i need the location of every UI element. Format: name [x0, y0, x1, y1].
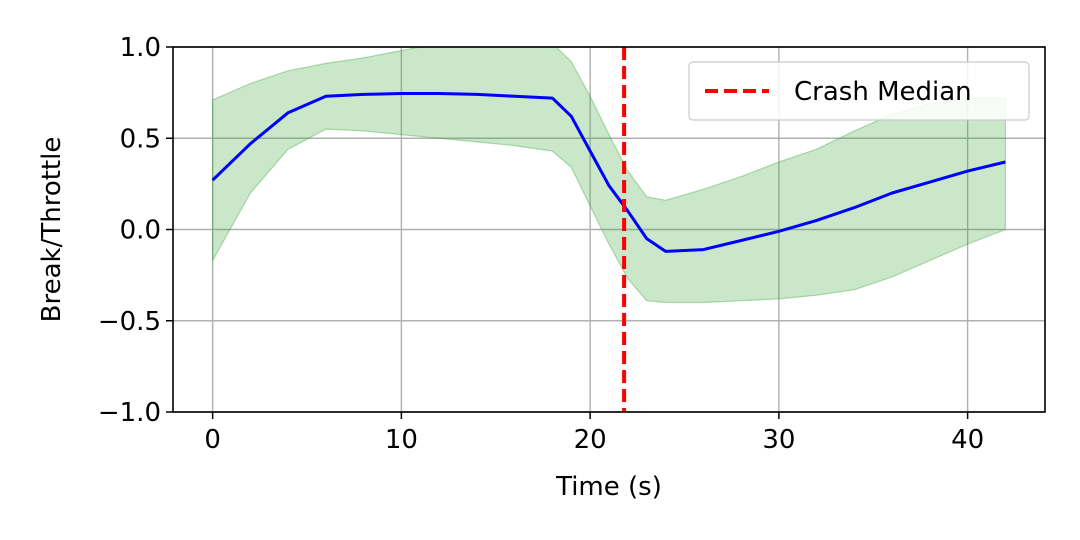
y-axis-ticks: −1.0 −0.5 0.0 0.5 1.0 [98, 33, 173, 428]
x-axis-label: Time (s) [555, 472, 662, 502]
x-tick-label: 20 [574, 425, 607, 455]
x-tick-label: 10 [385, 425, 418, 455]
confidence-band [212, 47, 1006, 304]
y-tick-label: 0.0 [120, 216, 161, 246]
confidence-band-layer [212, 47, 1006, 304]
legend-label-crash-median: Crash Median [794, 77, 972, 107]
series-line [211, 92, 1006, 253]
x-tick-label: 30 [762, 425, 795, 455]
y-tick-label: 1.0 [120, 33, 161, 63]
y-tick-label: −0.5 [98, 307, 161, 337]
y-tick-label: −1.0 [98, 398, 161, 428]
x-tick-label: 0 [204, 425, 221, 455]
y-axis-label: Break/Throttle [37, 137, 67, 323]
x-tick-label: 40 [951, 425, 984, 455]
legend: Crash Median [688, 61, 1030, 121]
x-axis-ticks: 0 10 20 30 40 [204, 412, 984, 455]
legend-box [688, 61, 1030, 121]
y-tick-label: 0.5 [120, 124, 161, 154]
series-line-layer [211, 92, 1006, 253]
